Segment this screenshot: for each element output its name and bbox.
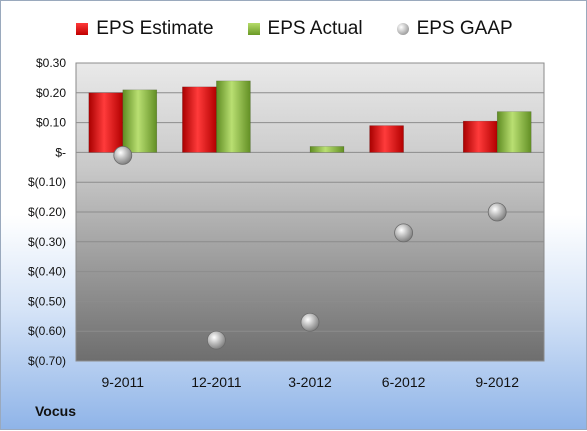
point-eps-gaap: [394, 223, 414, 243]
y-tick-label: $(0.10): [28, 175, 66, 189]
legend-label-actual: EPS Actual: [267, 18, 363, 39]
bar-eps-estimate: [88, 92, 124, 153]
bar-eps-estimate: [369, 125, 404, 153]
legend-item-actual: EPS Actual: [247, 18, 363, 40]
legend-swatch-gaap: [396, 23, 409, 35]
bar-eps-estimate: [182, 86, 217, 153]
y-tick-label: $(0.30): [28, 235, 66, 249]
bar-eps-actual: [122, 89, 158, 153]
x-tick-label: 3-2012: [288, 374, 332, 390]
legend: EPS Estimate EPS Actual EPS GAAP: [1, 18, 587, 40]
legend-item-gaap: EPS GAAP: [396, 18, 513, 40]
point-eps-gaap: [487, 202, 507, 222]
legend-item-estimate: EPS Estimate: [76, 18, 214, 40]
legend-swatch-estimate: [76, 23, 89, 35]
y-tick-label: $(0.60): [28, 324, 66, 338]
y-tick-label: $-: [55, 145, 66, 159]
bar-eps-actual: [309, 146, 345, 153]
x-tick-label: 9-2011: [102, 374, 145, 390]
bar-eps-estimate: [462, 120, 498, 153]
bar-eps-actual: [496, 111, 532, 153]
y-tick-label: $(0.40): [28, 265, 66, 279]
x-tick-label: 12-2011: [191, 374, 242, 390]
point-eps-gaap: [206, 330, 226, 350]
y-tick-label: $0.30: [36, 56, 66, 70]
point-eps-gaap: [300, 312, 320, 332]
y-tick-label: $(0.20): [28, 205, 66, 219]
legend-label-estimate: EPS Estimate: [96, 18, 214, 39]
legend-swatch-actual: [247, 23, 260, 35]
y-tick-label: $(0.70): [28, 354, 66, 368]
y-tick-label: $(0.50): [28, 294, 66, 308]
x-tick-label: 9-2012: [475, 374, 519, 390]
company-name: Vocus: [35, 403, 76, 419]
y-tick-label: $0.10: [36, 116, 66, 130]
x-tick-label: 6-2012: [382, 374, 426, 390]
point-eps-gaap: [113, 145, 133, 165]
bar-eps-actual: [216, 80, 251, 153]
legend-label-gaap: EPS GAAP: [416, 18, 513, 39]
y-tick-label: $0.20: [36, 86, 66, 100]
